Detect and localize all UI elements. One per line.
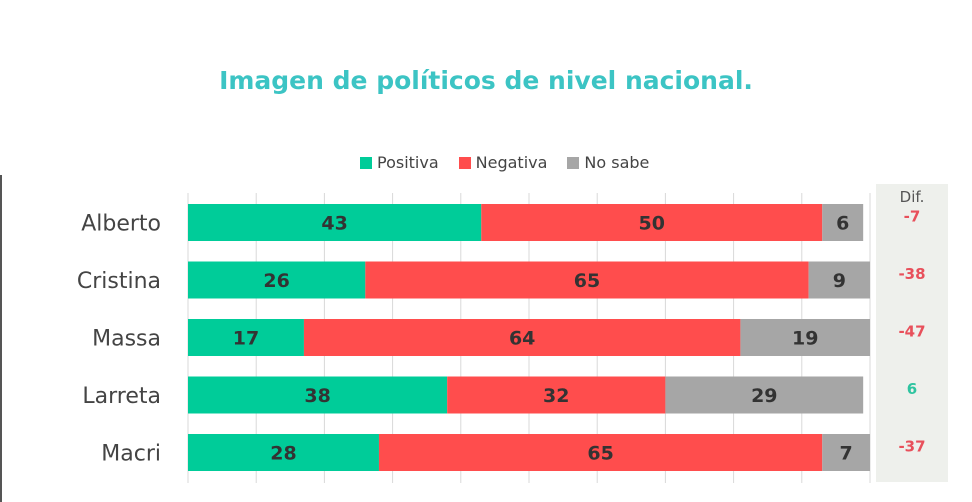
legend-label: Positiva bbox=[377, 153, 439, 172]
bar-no-sabe bbox=[808, 261, 870, 299]
bar-no-sabe bbox=[822, 434, 870, 471]
bar-no-sabe bbox=[665, 376, 864, 414]
data-label: 19 bbox=[792, 328, 818, 350]
data-label: 9 bbox=[833, 270, 846, 292]
dif-header: Dif. bbox=[899, 188, 925, 206]
data-label: 32 bbox=[543, 385, 569, 407]
legend: Positiva Negativa No sabe bbox=[360, 153, 649, 172]
category-label: Massa bbox=[92, 327, 161, 352]
category-label: Macri bbox=[101, 442, 161, 467]
data-label: 38 bbox=[304, 385, 330, 407]
legend-label: Negativa bbox=[475, 153, 548, 172]
legend-label: No sabe bbox=[584, 153, 650, 172]
legend-swatch bbox=[360, 156, 372, 169]
bar-positiva bbox=[188, 434, 379, 471]
dif-value: -47 bbox=[898, 323, 925, 341]
legend-item-negativa: Negativa bbox=[458, 153, 548, 172]
bar-negativa bbox=[303, 319, 741, 356]
category-label: Alberto bbox=[81, 212, 161, 237]
category-label: Cristina bbox=[77, 269, 161, 294]
dif-value: -7 bbox=[904, 208, 921, 226]
legend-swatch bbox=[458, 156, 471, 169]
bar-negativa bbox=[481, 204, 823, 241]
data-label: 29 bbox=[751, 385, 777, 407]
data-label: 65 bbox=[574, 270, 600, 292]
bar-negativa bbox=[378, 434, 823, 471]
bar-no-sabe bbox=[740, 319, 870, 356]
bar-negativa bbox=[447, 376, 666, 414]
data-label: 50 bbox=[639, 213, 665, 235]
bar-positiva bbox=[188, 376, 448, 414]
data-label: 7 bbox=[840, 443, 853, 465]
data-label: 65 bbox=[587, 443, 613, 465]
data-label: 6 bbox=[836, 213, 849, 235]
data-label: 43 bbox=[321, 213, 347, 235]
data-label: 64 bbox=[509, 328, 535, 350]
legend-item-positiva: Positiva bbox=[360, 153, 439, 172]
category-label: Larreta bbox=[82, 384, 161, 409]
bar-negativa bbox=[365, 261, 809, 299]
data-label: 28 bbox=[270, 443, 296, 465]
legend-item-no-sabe: No sabe bbox=[567, 153, 649, 172]
chart-title: Imagen de políticos de nivel nacional. bbox=[219, 66, 753, 95]
bar-positiva bbox=[188, 204, 482, 241]
bar-positiva bbox=[188, 319, 304, 356]
dif-value: -38 bbox=[898, 265, 925, 283]
left-border bbox=[0, 175, 2, 502]
dif-value: -37 bbox=[898, 438, 925, 456]
data-label: 26 bbox=[263, 270, 289, 292]
legend-swatch bbox=[567, 156, 580, 169]
data-label: 17 bbox=[233, 328, 259, 350]
dif-column bbox=[876, 184, 948, 482]
bar-no-sabe bbox=[822, 204, 864, 241]
dif-value: 6 bbox=[907, 380, 917, 398]
bar-positiva bbox=[188, 261, 366, 299]
